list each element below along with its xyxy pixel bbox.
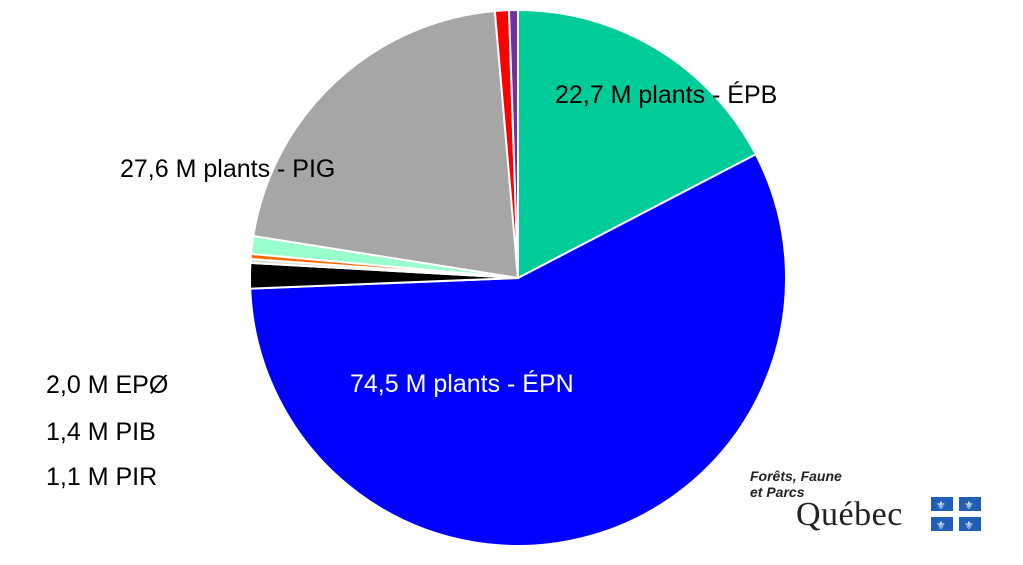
logo-line-1: Forêts, Faune — [750, 468, 842, 484]
pie-slices — [249, 8, 787, 547]
logo-department: Forêts, Faune et Parcs — [750, 468, 842, 500]
pie-slice-épn — [249, 153, 787, 547]
svg-text:⚜: ⚜ — [964, 499, 974, 512]
slice-label-pig: 27,6 M plants - PIG — [120, 155, 336, 183]
side-label-pib: 1,4 M PIB — [46, 418, 156, 446]
svg-text:⚜: ⚜ — [936, 519, 946, 531]
pie-slice-minor-8 — [507, 8, 519, 279]
pie-slice-pig — [252, 9, 520, 280]
quebec-flag-icon: ⚜ ⚜ ⚜ ⚜ — [931, 497, 981, 531]
svg-text:⚜: ⚜ — [936, 499, 946, 512]
side-label-pir: 1,1 M PIR — [46, 463, 158, 491]
slice-label-epn: 74,5 M plants - ÉPN — [350, 370, 574, 398]
pie-slice-épb — [517, 8, 758, 280]
quebec-logo: Forêts, Faune et Parcs Québec ⚜ ⚜ ⚜ ⚜ — [750, 468, 990, 548]
logo-line-2: et Parcs — [750, 484, 805, 500]
svg-text:⚜: ⚜ — [964, 519, 974, 531]
logo-wordmark: Québec — [796, 496, 903, 533]
slice-label-epb: 22,7 M plants - ÉPB — [555, 81, 778, 109]
side-label-epo: 2,0 M EPØ — [46, 371, 169, 399]
